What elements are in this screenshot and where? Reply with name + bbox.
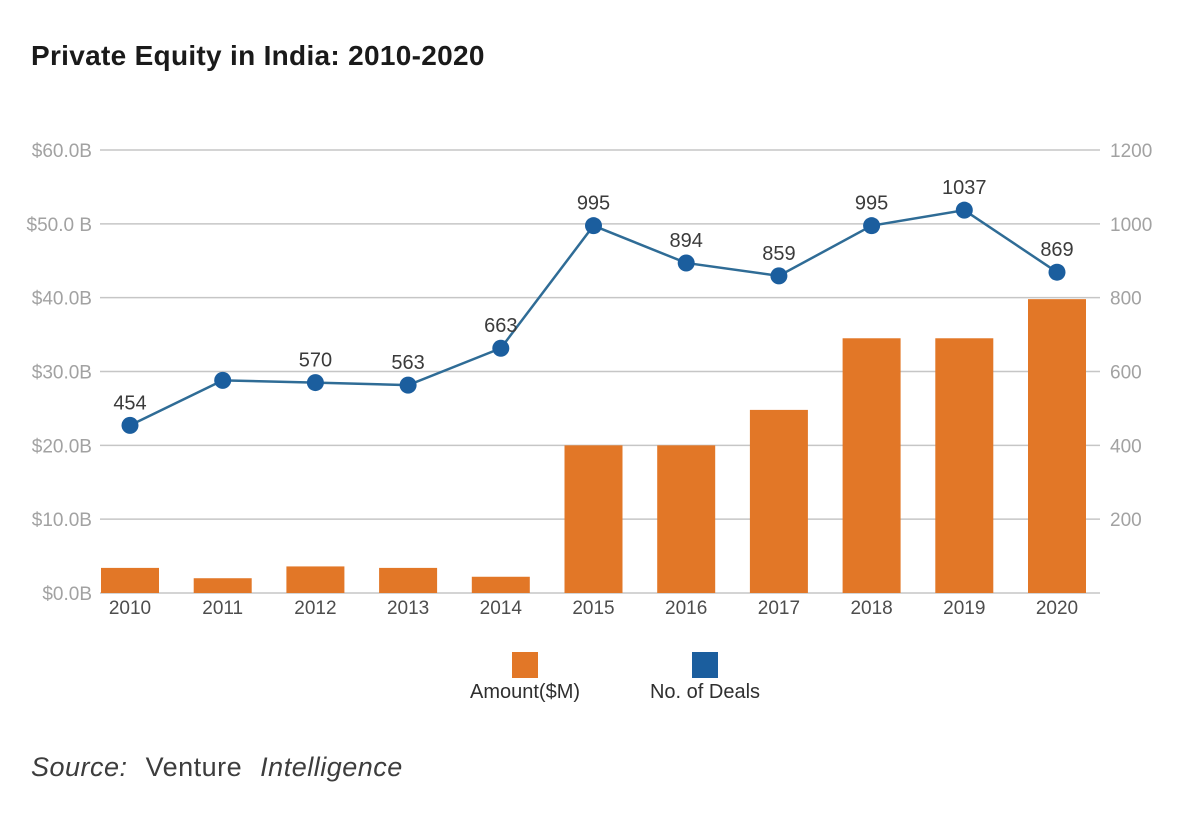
source-publisher-italic: Intelligence — [260, 752, 403, 782]
source-attribution: Source: Venture Intelligence — [31, 752, 413, 783]
deals-label-2017: 859 — [762, 243, 795, 265]
deals-point-2011 — [214, 371, 232, 389]
chart-canvas: $60.0B 1200 $50.0 B 1000 $40.0B 800 $30.0B 600 $… — [27, 141, 1153, 619]
bar-2017 — [749, 409, 808, 593]
bar-2014 — [471, 576, 530, 593]
deals-point-2012 — [306, 374, 324, 392]
left-axis-tick-2: $40.0B — [32, 289, 92, 310]
bar-2011 — [193, 578, 252, 593]
left-axis-tick-4: $20.0B — [32, 436, 92, 457]
right-axis-tick-0: 1200 — [1110, 141, 1152, 162]
deals-point-2015 — [585, 217, 602, 235]
x-axis-label-2018: 2018 — [850, 598, 892, 619]
source-prefix: Source: — [31, 752, 128, 782]
bar-2015 — [564, 445, 623, 593]
x-axis-label-2010: 2010 — [109, 598, 151, 619]
deals-point-2016 — [677, 254, 695, 272]
x-axis-label-2017: 2017 — [758, 598, 800, 619]
x-axis-label-2014: 2014 — [480, 598, 523, 619]
x-axis-label-2012: 2012 — [294, 598, 336, 619]
deals-swatch-icon — [692, 652, 718, 678]
deals-point-2017 — [770, 267, 788, 285]
deals-point-2014 — [492, 339, 510, 357]
amount-swatch-icon — [512, 652, 538, 678]
x-axis-label-2015: 2015 — [572, 598, 614, 619]
deals-label-2016: 894 — [670, 230, 703, 252]
legend-label-amount: Amount($M) — [469, 681, 581, 703]
bar-2019 — [935, 338, 994, 593]
right-axis-tick-4: 400 — [1110, 436, 1142, 457]
bar-2012 — [286, 566, 345, 593]
deals-point-2018 — [863, 217, 881, 235]
deals-label-2013: 563 — [391, 352, 424, 374]
x-axis-label-2020: 2020 — [1036, 598, 1078, 619]
bar-2013 — [379, 567, 438, 593]
left-axis-tick-5: $10.0B — [32, 510, 92, 531]
deals-line — [129, 208, 1058, 427]
chart-area: $60.0B 1200 $50.0 B 1000 $40.0B 800 $30.0B 600 $… — [0, 120, 1200, 650]
deals-label-2018: 995 — [855, 193, 888, 215]
right-axis-tick-1: 1000 — [1110, 215, 1152, 236]
bar-2016 — [657, 445, 716, 593]
x-axis-label-2011: 2011 — [202, 598, 243, 619]
deals-label-2020: 869 — [1040, 239, 1073, 261]
chart-title: Private Equity in India: 2010-2020 — [31, 40, 485, 71]
left-axis-tick-0: $60.0B — [32, 141, 92, 162]
bar-2020 — [1028, 299, 1086, 593]
deals-point-2010 — [121, 416, 139, 434]
x-axis-label-2016: 2016 — [665, 598, 707, 619]
right-axis-tick-3: 600 — [1110, 363, 1142, 384]
legend-label-deals: No. of Deals — [649, 681, 761, 703]
left-axis-tick-6: $0.0B — [42, 584, 92, 605]
legend-item-amount: Amount($M) — [455, 652, 595, 704]
right-axis-tick-5: 200 — [1110, 510, 1142, 531]
deals-point-2019 — [955, 201, 973, 219]
deals-label-2014: 663 — [484, 315, 517, 337]
left-axis-tick-3: $30.0B — [32, 363, 92, 384]
right-axis-tick-2: 800 — [1110, 289, 1142, 310]
bar-2018 — [842, 338, 901, 593]
legend-item-deals: No. of Deals — [635, 652, 775, 704]
bar-2010 — [101, 567, 159, 593]
source-publisher-regular: Venture — [145, 752, 243, 782]
chart-legend: Amount($M) No. of Deals — [455, 652, 775, 704]
deals-point-2020 — [1048, 263, 1066, 281]
deals-label-2010: 454 — [113, 392, 146, 414]
left-axis-tick-1: $50.0 B — [27, 215, 93, 236]
deals-label-2019: 1037 — [942, 177, 987, 199]
x-axis-label-2013: 2013 — [387, 598, 429, 619]
deals-label-2012: 570 — [299, 350, 332, 372]
x-axis-label-2019: 2019 — [943, 598, 985, 619]
deals-label-2015: 995 — [577, 193, 610, 215]
deals-point-2013 — [399, 376, 417, 394]
